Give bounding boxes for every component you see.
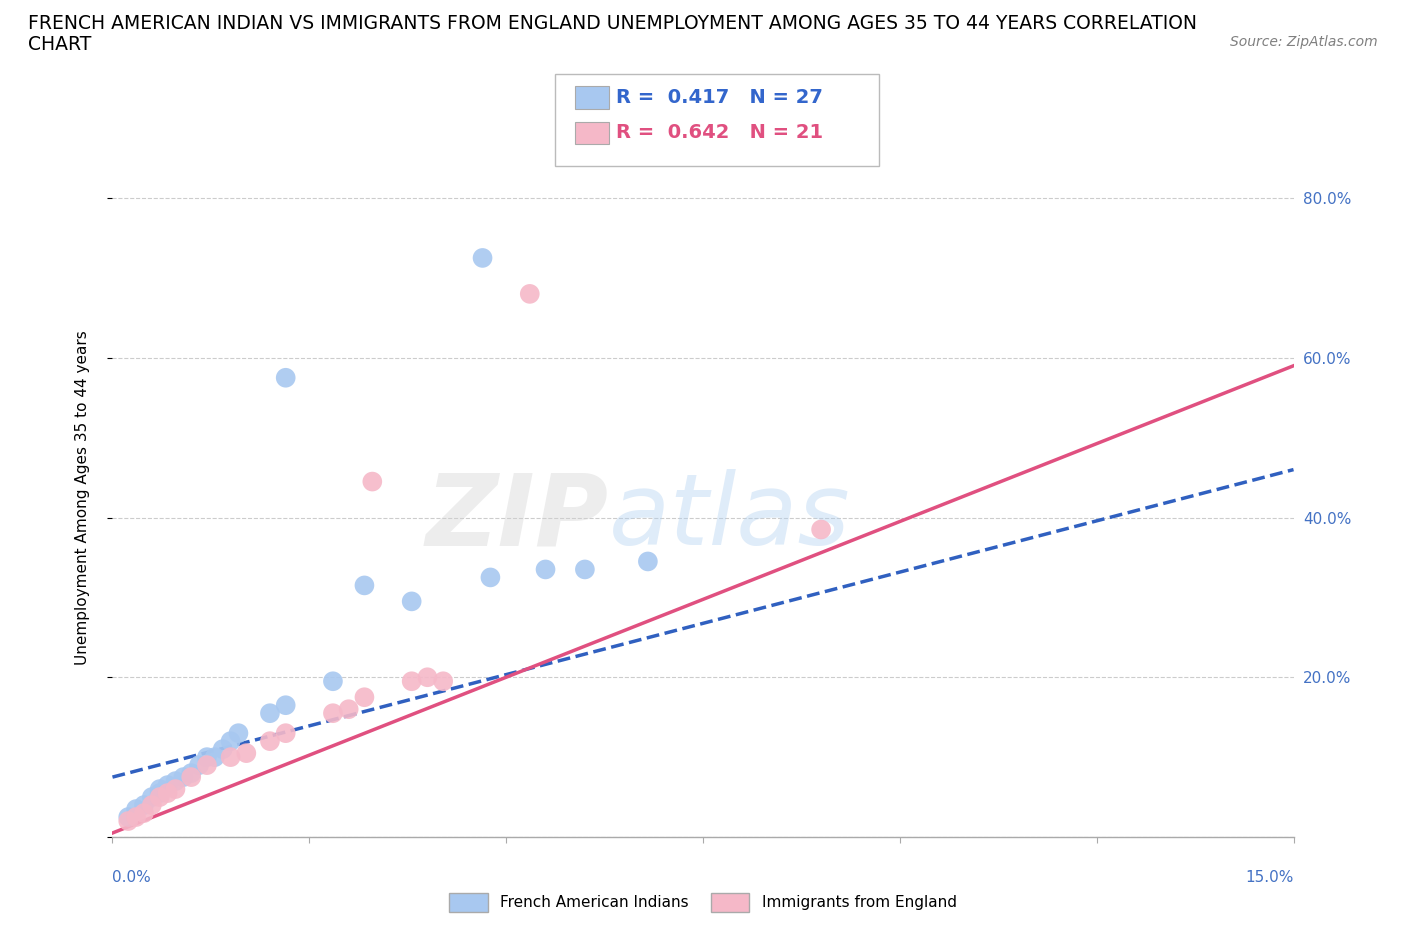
Point	[274, 725, 297, 740]
Point	[337, 702, 360, 717]
Text: CHART: CHART	[28, 35, 91, 54]
Legend: French American Indians, Immigrants from England: French American Indians, Immigrants from…	[443, 887, 963, 918]
Text: ZIP: ZIP	[426, 470, 609, 566]
Text: FRENCH AMERICAN INDIAN VS IMMIGRANTS FROM ENGLAND UNEMPLOYMENT AMONG AGES 35 TO : FRENCH AMERICAN INDIAN VS IMMIGRANTS FRO…	[28, 14, 1197, 33]
Point	[471, 250, 494, 265]
Text: atlas: atlas	[609, 470, 851, 566]
Point	[172, 770, 194, 785]
Point	[195, 750, 218, 764]
Point	[165, 781, 187, 796]
Point	[534, 562, 557, 577]
Point	[156, 786, 179, 801]
Point	[132, 805, 155, 820]
Point	[519, 286, 541, 301]
Point	[353, 690, 375, 705]
Text: R =  0.642   N = 21: R = 0.642 N = 21	[616, 124, 823, 142]
Text: R =  0.417   N = 27: R = 0.417 N = 27	[616, 88, 823, 107]
Point	[149, 790, 172, 804]
Point	[149, 786, 172, 801]
Point	[274, 370, 297, 385]
Point	[353, 578, 375, 592]
Point	[259, 734, 281, 749]
Point	[180, 765, 202, 780]
Point	[149, 781, 172, 796]
Point	[117, 810, 139, 825]
Text: 0.0%: 0.0%	[112, 870, 152, 884]
Point	[322, 674, 344, 689]
Point	[219, 750, 242, 764]
Point	[117, 814, 139, 829]
Point	[125, 810, 148, 825]
Point	[180, 770, 202, 785]
Point	[479, 570, 502, 585]
Point	[574, 562, 596, 577]
Point	[259, 706, 281, 721]
Point	[156, 777, 179, 792]
Point	[125, 802, 148, 817]
Point	[401, 594, 423, 609]
Text: Source: ZipAtlas.com: Source: ZipAtlas.com	[1230, 35, 1378, 49]
Point	[416, 670, 439, 684]
Y-axis label: Unemployment Among Ages 35 to 44 years: Unemployment Among Ages 35 to 44 years	[75, 330, 90, 665]
Point	[637, 554, 659, 569]
Point	[195, 758, 218, 773]
Point	[810, 522, 832, 537]
Point	[361, 474, 384, 489]
Point	[322, 706, 344, 721]
Point	[204, 750, 226, 764]
Point	[141, 790, 163, 804]
Point	[132, 798, 155, 813]
Point	[211, 742, 233, 757]
Text: 15.0%: 15.0%	[1246, 870, 1294, 884]
Point	[401, 674, 423, 689]
Point	[274, 698, 297, 712]
Point	[235, 746, 257, 761]
Point	[188, 758, 211, 773]
Point	[432, 674, 454, 689]
Point	[165, 774, 187, 789]
Point	[228, 725, 250, 740]
Point	[141, 798, 163, 813]
Point	[219, 734, 242, 749]
